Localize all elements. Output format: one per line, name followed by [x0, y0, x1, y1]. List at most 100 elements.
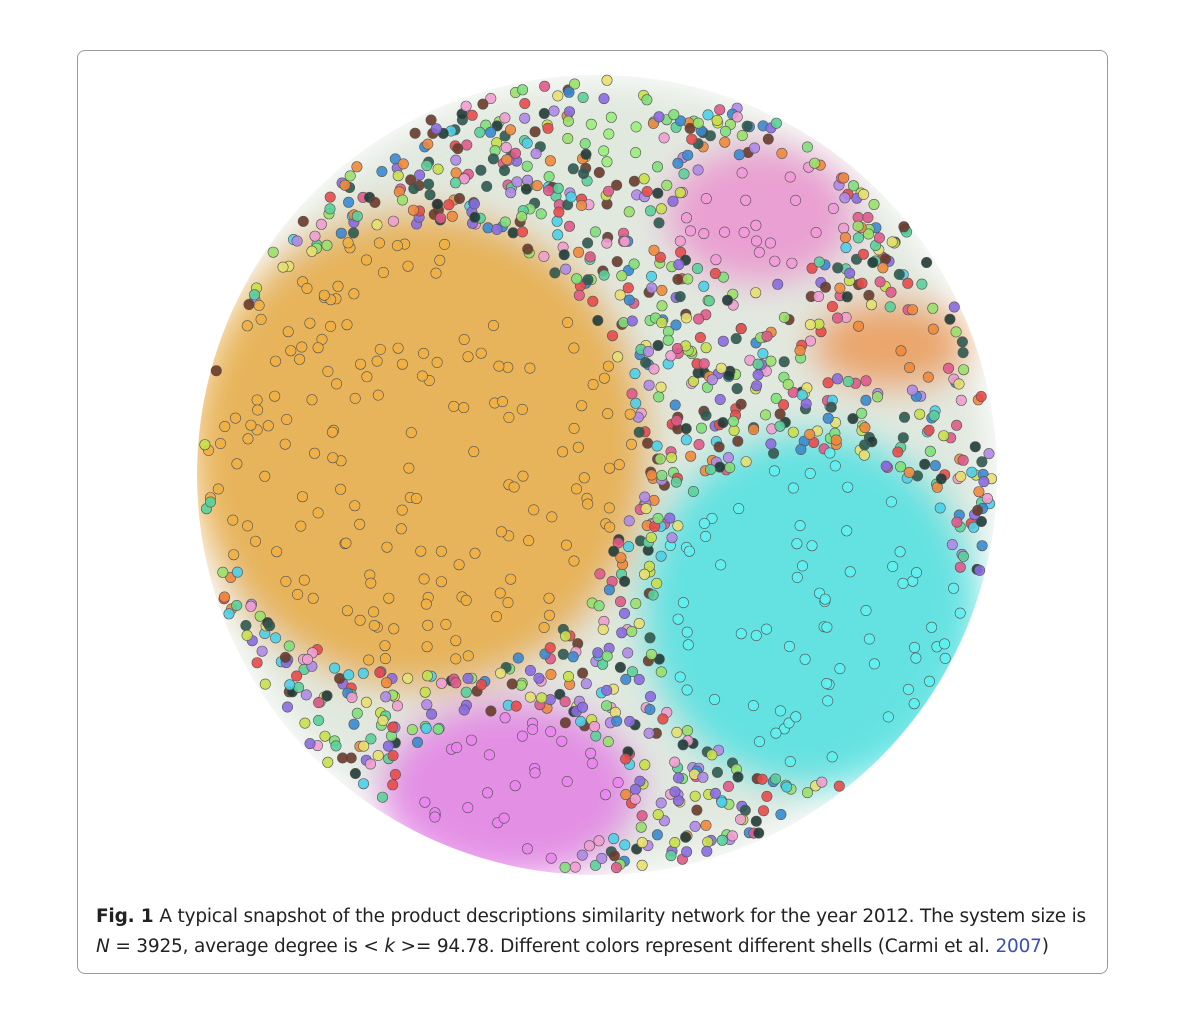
node [860, 375, 872, 387]
node [645, 270, 657, 282]
figure-label: Fig. 1 [96, 906, 154, 927]
node [431, 356, 443, 368]
node [801, 787, 813, 799]
node [671, 342, 683, 354]
node [559, 696, 571, 708]
node [670, 476, 682, 488]
node [610, 862, 622, 874]
node [603, 502, 615, 514]
node [279, 651, 291, 663]
node [241, 629, 253, 641]
node [969, 441, 981, 453]
node [285, 345, 297, 357]
node [568, 555, 580, 567]
node [692, 164, 704, 176]
node [658, 132, 670, 144]
node [778, 399, 790, 411]
node [852, 232, 864, 244]
node [630, 397, 642, 409]
node [711, 114, 723, 126]
node [277, 261, 289, 273]
node [582, 274, 594, 286]
node [927, 323, 939, 335]
node [874, 276, 886, 288]
node [839, 192, 851, 204]
node [885, 496, 897, 508]
node [598, 145, 610, 157]
citation-link[interactable]: 2007 [995, 936, 1042, 957]
node [858, 449, 870, 461]
node [396, 358, 408, 370]
node [648, 363, 660, 375]
node [760, 623, 772, 635]
node [673, 259, 685, 271]
node [343, 669, 355, 681]
node [819, 593, 831, 605]
node [348, 288, 360, 300]
node [557, 648, 569, 660]
node [922, 371, 934, 383]
node [770, 392, 782, 404]
node [942, 362, 954, 374]
node [539, 80, 551, 92]
node [842, 481, 854, 493]
node [499, 712, 511, 724]
node [593, 600, 605, 612]
node [440, 618, 452, 630]
node [653, 111, 665, 123]
node [765, 355, 777, 367]
node [371, 355, 383, 367]
node [765, 438, 777, 450]
node [795, 443, 807, 455]
node [747, 700, 759, 712]
node [530, 148, 542, 160]
node [568, 342, 580, 354]
node [739, 804, 751, 816]
node [646, 469, 658, 481]
node [295, 520, 307, 532]
node [635, 821, 647, 833]
node [392, 170, 404, 182]
node [669, 836, 681, 848]
node [842, 375, 854, 387]
node [882, 711, 894, 723]
node [524, 691, 536, 703]
node [713, 441, 725, 453]
node [403, 462, 415, 474]
node [667, 195, 679, 207]
node [219, 591, 231, 603]
node [567, 651, 579, 663]
node [951, 516, 963, 528]
node [630, 597, 642, 609]
node [703, 295, 715, 307]
node [495, 667, 507, 679]
node [682, 149, 694, 161]
node [396, 194, 408, 206]
node [935, 473, 947, 485]
node [784, 756, 796, 768]
node [685, 450, 697, 462]
node [927, 302, 939, 314]
node [371, 219, 383, 231]
node [406, 724, 418, 736]
node [508, 481, 520, 493]
node [430, 267, 442, 279]
node [521, 137, 533, 149]
node [790, 194, 802, 206]
node [714, 461, 726, 473]
node [774, 705, 786, 717]
node [291, 235, 303, 247]
node [434, 254, 446, 266]
node [790, 711, 802, 723]
node [546, 511, 558, 523]
node [847, 180, 859, 192]
node [656, 284, 668, 296]
node [312, 507, 324, 519]
node [983, 448, 995, 460]
node [542, 122, 554, 134]
node [778, 356, 790, 368]
node [665, 850, 677, 862]
node [570, 483, 582, 495]
node [760, 409, 772, 421]
node [559, 717, 571, 729]
